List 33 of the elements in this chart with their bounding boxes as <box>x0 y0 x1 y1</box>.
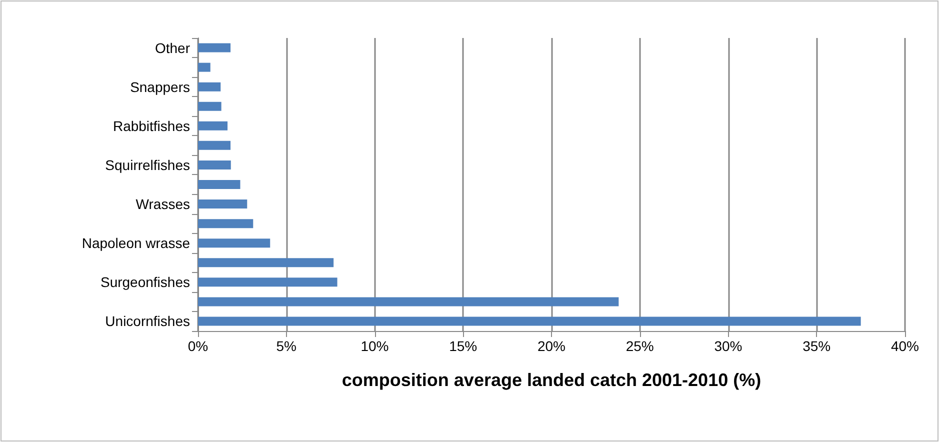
bar <box>198 82 221 92</box>
bar <box>198 62 210 72</box>
bar <box>198 297 619 306</box>
y-tick-label: Napoleon wrasse <box>82 235 190 252</box>
bar <box>198 316 861 326</box>
y-tick-label: Other <box>154 40 190 56</box>
bar <box>198 258 334 268</box>
x-tick-label: 15% <box>449 338 478 354</box>
bar <box>198 219 254 228</box>
bar <box>198 200 248 209</box>
bar <box>198 121 228 130</box>
x-tick-label: 40% <box>890 338 920 354</box>
x-tick-label: 25% <box>626 338 654 354</box>
bar <box>198 43 231 52</box>
x-tick-label: 0% <box>188 338 208 354</box>
x-tick-label: 30% <box>714 338 742 354</box>
x-tick-label: 5% <box>276 338 296 354</box>
x-tick-label: 10% <box>360 338 389 354</box>
bar <box>198 140 231 150</box>
bar <box>198 180 240 189</box>
y-tick-label: Surgeonfishes <box>100 274 190 290</box>
y-tick-label: Rabbitfishes <box>112 118 190 134</box>
y-tick-label: Unicornfishes <box>105 313 190 330</box>
y-tick-label: Snappers <box>130 78 190 95</box>
x-tick-label: 35% <box>802 338 831 354</box>
bar <box>198 238 270 248</box>
bar <box>198 102 222 111</box>
bar <box>198 278 338 287</box>
y-tick-label: Squirrelfishes <box>105 156 190 173</box>
x-axis-title: composition average landed catch 2001-2010 (%) <box>342 370 762 390</box>
bar <box>198 160 231 170</box>
y-tick-label: Wrasses <box>136 196 190 212</box>
x-tick-label: 20% <box>537 338 566 354</box>
